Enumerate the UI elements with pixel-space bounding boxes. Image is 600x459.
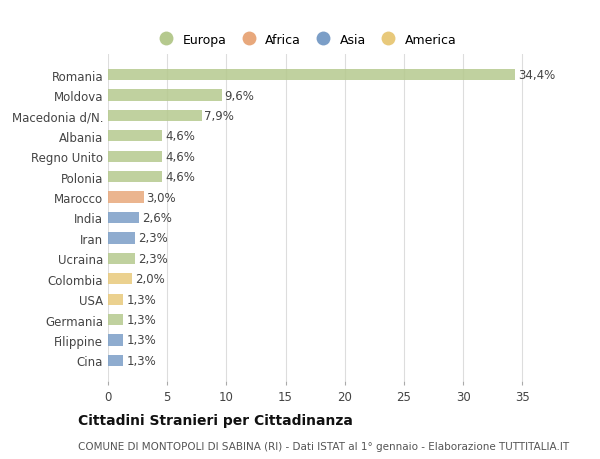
Legend: Europa, Africa, Asia, America: Europa, Africa, Asia, America — [149, 29, 461, 52]
Text: 9,6%: 9,6% — [224, 90, 254, 102]
Bar — [108, 131, 163, 142]
Text: 2,3%: 2,3% — [138, 232, 168, 245]
Text: 2,0%: 2,0% — [134, 273, 164, 285]
Bar — [108, 314, 124, 325]
Text: 2,3%: 2,3% — [138, 252, 168, 265]
Text: 1,3%: 1,3% — [127, 334, 156, 347]
Text: 1,3%: 1,3% — [127, 354, 156, 367]
Bar — [108, 294, 124, 305]
Bar — [108, 213, 139, 224]
Bar — [108, 253, 135, 264]
Bar — [108, 90, 221, 101]
Text: 4,6%: 4,6% — [166, 171, 195, 184]
Text: 1,3%: 1,3% — [127, 313, 156, 326]
Bar — [108, 335, 124, 346]
Text: 1,3%: 1,3% — [127, 293, 156, 306]
Bar — [108, 70, 515, 81]
Bar — [108, 355, 124, 366]
Text: 2,6%: 2,6% — [142, 212, 172, 224]
Text: Cittadini Stranieri per Cittadinanza: Cittadini Stranieri per Cittadinanza — [78, 414, 353, 428]
Bar — [108, 274, 131, 285]
Text: 34,4%: 34,4% — [518, 69, 556, 82]
Text: COMUNE DI MONTOPOLI DI SABINA (RI) - Dati ISTAT al 1° gennaio - Elaborazione TUT: COMUNE DI MONTOPOLI DI SABINA (RI) - Dat… — [78, 441, 569, 451]
Bar — [108, 172, 163, 183]
Text: 4,6%: 4,6% — [166, 130, 195, 143]
Bar — [108, 192, 143, 203]
Text: 3,0%: 3,0% — [146, 191, 176, 204]
Bar — [108, 151, 163, 162]
Bar — [108, 111, 202, 122]
Text: 7,9%: 7,9% — [205, 110, 235, 123]
Text: 4,6%: 4,6% — [166, 151, 195, 163]
Bar — [108, 233, 135, 244]
